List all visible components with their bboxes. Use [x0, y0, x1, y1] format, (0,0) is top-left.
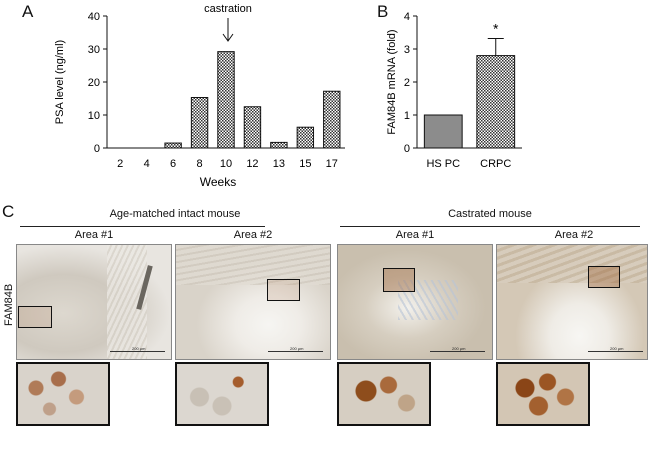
- chart-b: FAM84B mRNA (fold) * 0 1 2 3 4 HS PC CRPC: [386, 11, 522, 170]
- chart-b-ytick-label: 3: [404, 44, 410, 56]
- zoom-inset-castrated-area1: [337, 362, 431, 426]
- micrograph-intact-area1: [16, 244, 172, 360]
- chart-b-bar: [476, 55, 516, 149]
- chart-a-xtick-label: 12: [246, 158, 258, 170]
- chart-a-bar: [190, 97, 209, 149]
- inset-box-intact-area2: [267, 279, 300, 301]
- castration-arrow: [222, 18, 234, 42]
- scale-text-castrated-area2: 200 μm: [610, 346, 624, 351]
- micrograph-castrated-area1: [337, 244, 493, 360]
- scale-bar-intact-area1: [110, 351, 165, 352]
- chart-a-xtick-label: 10: [220, 158, 232, 170]
- chart-a-ytick-label: 0: [94, 143, 100, 155]
- scale-text-castrated-area1: 200 μm: [452, 346, 466, 351]
- chart-b-bar: [423, 114, 463, 149]
- chart-a-xtick-label: 17: [326, 158, 338, 170]
- chart-a-bar: [323, 90, 341, 149]
- zoom-inset-intact-area2: [175, 362, 269, 426]
- panel-label-a: A: [22, 2, 34, 21]
- area-label-1: Area #1: [74, 229, 114, 241]
- chart-a-xlabel: Weeks: [200, 175, 236, 189]
- micrograph-castrated-area2: [496, 244, 648, 360]
- chart-a-xtick-label: 8: [196, 158, 202, 170]
- scale-bar-castrated-area1: [430, 351, 485, 352]
- chart-b-ylabel: FAM84B mRNA (fold): [386, 29, 398, 134]
- chart-a-bar: [164, 142, 182, 149]
- scale-bar-intact-area2: [268, 351, 323, 352]
- scale-text-intact-area2: 200 μm: [290, 346, 304, 351]
- scale-text-intact-area1: 200 μm: [132, 346, 146, 351]
- group-line-castrated: [340, 226, 640, 227]
- chart-a-bar: [217, 51, 235, 149]
- chart-a-ylabel: PSA level (ng/ml): [54, 40, 66, 124]
- chart-b-significance: *: [493, 20, 499, 36]
- scale-bar-castrated-area2: [588, 351, 643, 352]
- chart-a-ytick-label: 30: [88, 44, 100, 56]
- group-line-intact: [20, 226, 265, 227]
- chart-a-ytick-label: 10: [88, 110, 100, 122]
- chart-a: PSA level (ng/ml) 0 10 20 30 40 2 4 6 8 10 12 13 15 1…: [54, 3, 345, 189]
- inset-box-castrated-area2: [588, 266, 620, 288]
- zoom-inset-intact-area1: [16, 362, 110, 426]
- area-label-3: Area #1: [395, 229, 435, 241]
- zoom-inset-castrated-area2: [496, 362, 590, 426]
- chart-b-ytick-label: 0: [404, 143, 410, 155]
- chart-a-xtick-label: 4: [144, 158, 150, 170]
- area-label-2: Area #2: [233, 229, 273, 241]
- group-header-castrated: Castrated mouse: [448, 208, 532, 220]
- chart-b-xtick-label: CRPC: [480, 158, 511, 170]
- chart-b-ytick-label: 4: [404, 11, 410, 23]
- chart-b-ytick-label: 2: [404, 77, 410, 89]
- panel-label-b: B: [377, 2, 389, 21]
- castration-annotation: castration: [204, 3, 252, 15]
- micrograph-intact-area2: [175, 244, 331, 360]
- chart-a-xtick-label: 6: [170, 158, 176, 170]
- chart-b-xtick-label: HS PC: [426, 158, 460, 170]
- chart-a-xtick-label: 2: [117, 158, 123, 170]
- group-header-intact: Age-matched intact mouse: [109, 208, 241, 220]
- chart-a-bar: [243, 106, 262, 149]
- inset-box-castrated-area1: [383, 268, 415, 292]
- panel-label-c: C: [2, 202, 15, 221]
- area-label-4: Area #2: [554, 229, 594, 241]
- chart-a-bar: [296, 126, 315, 149]
- row-label-fam84b: FAM84B: [3, 283, 15, 326]
- chart-a-ytick-label: 40: [88, 11, 100, 23]
- inset-box-intact-area1: [18, 306, 52, 328]
- chart-a-ytick-label: 20: [88, 77, 100, 89]
- chart-a-bar: [270, 141, 288, 149]
- chart-b-ytick-label: 1: [404, 110, 410, 122]
- chart-a-xtick-label: 13: [273, 158, 285, 170]
- chart-a-xtick-label: 15: [299, 158, 311, 170]
